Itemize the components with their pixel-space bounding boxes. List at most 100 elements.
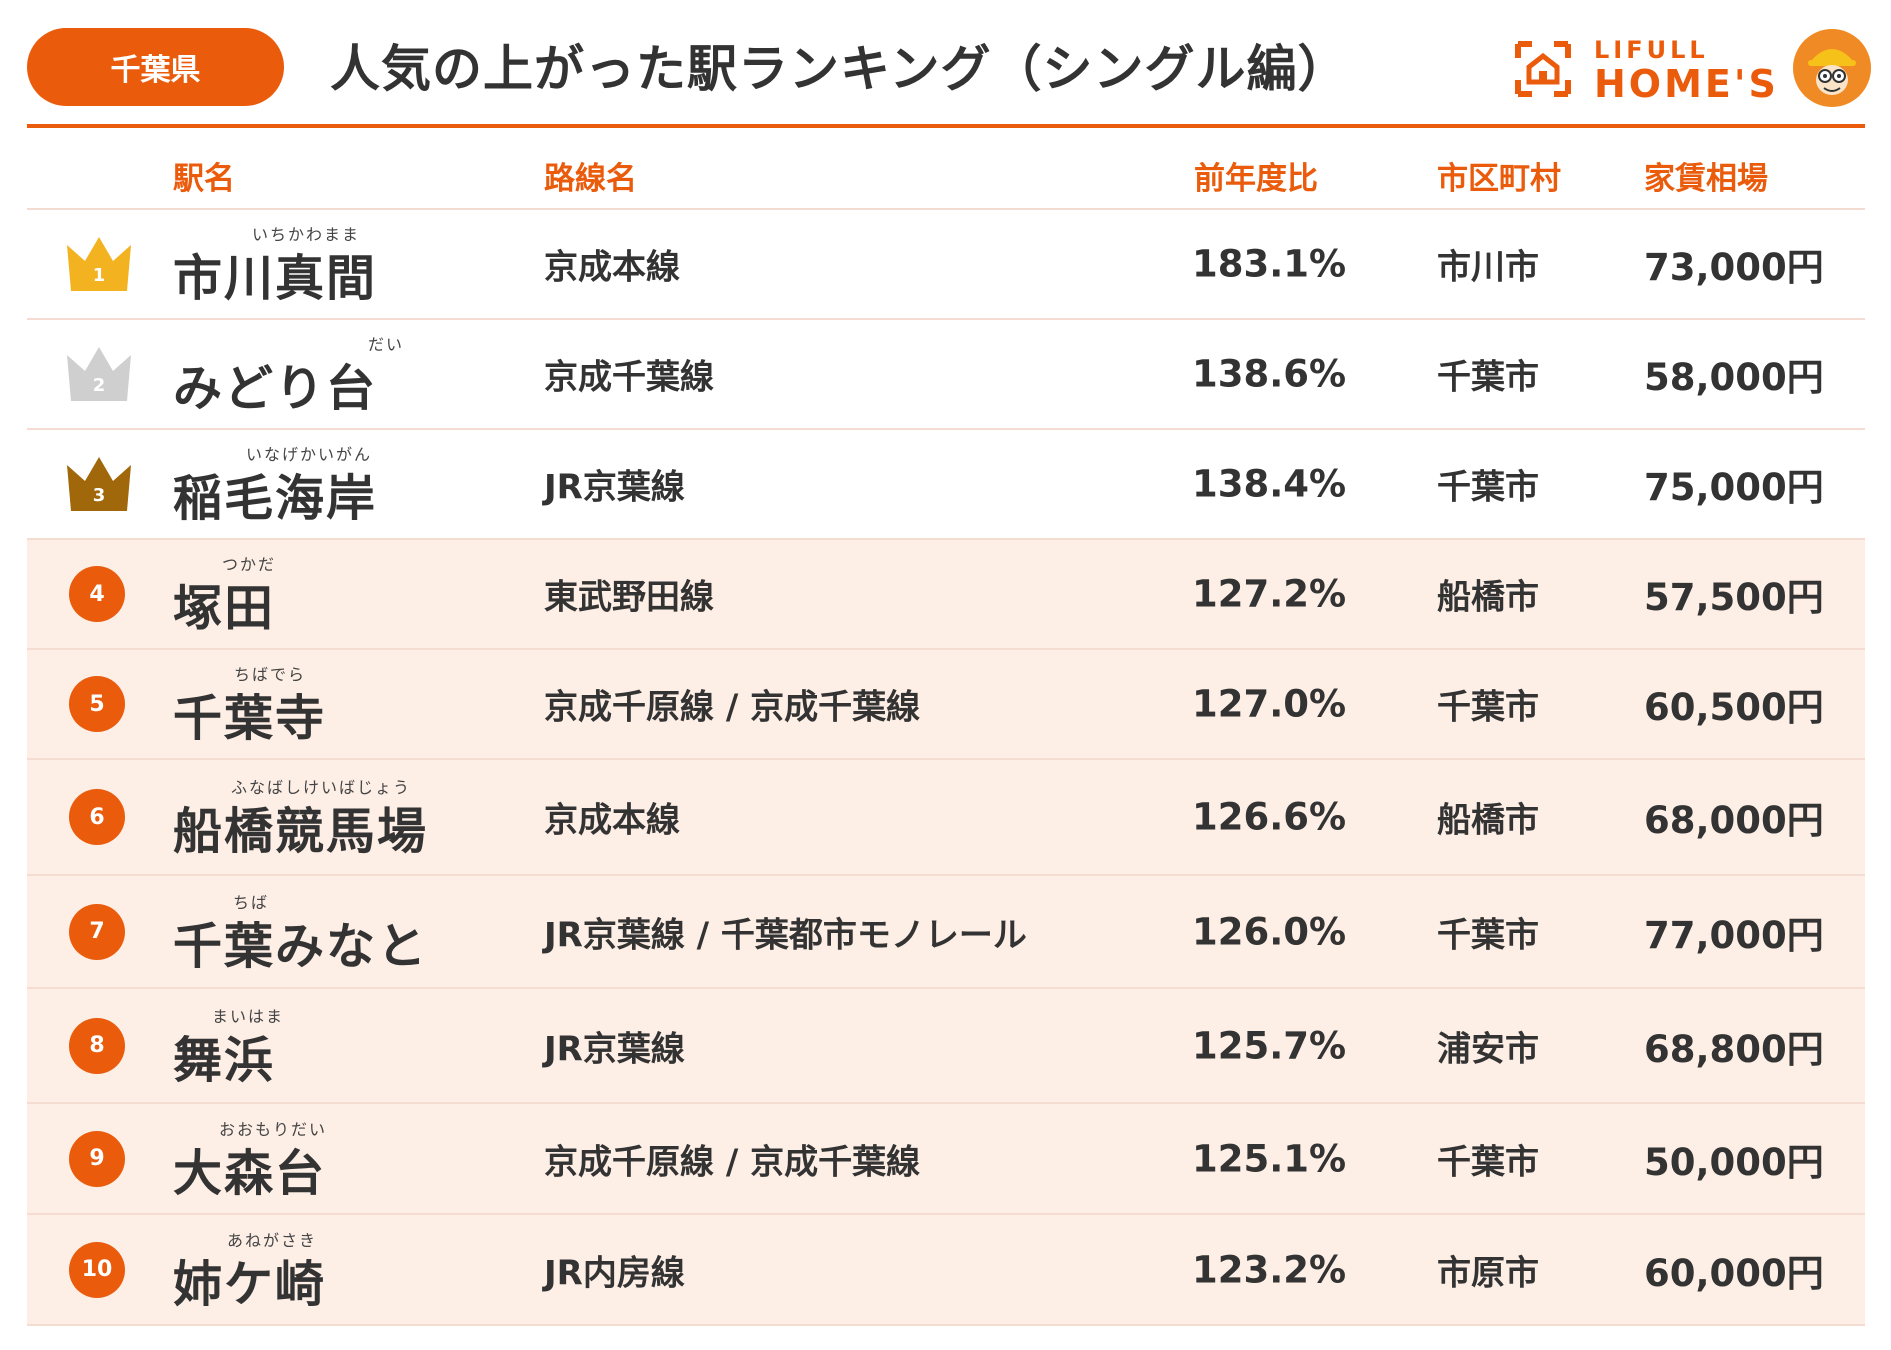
station-name: 千葉寺: [173, 690, 327, 747]
rent-price: 60,500円: [1644, 686, 1824, 729]
city-name: 市川市: [1437, 247, 1539, 288]
logo-wordmark-small: LIFULL: [1594, 36, 1709, 64]
yoy-ratio: 123.2%: [1192, 1248, 1347, 1291]
page-title: 人気の上がった駅ランキング（シングル編）: [330, 40, 1349, 98]
crown-bronze-icon: 3: [67, 457, 131, 511]
yoy-ratio: 126.0%: [1192, 910, 1347, 953]
rank-circle: 8: [69, 1017, 125, 1074]
table-row: 3 いなげかいがん稲毛海岸 JR京葉線 138.4% 千葉市 75,000円: [27, 430, 1865, 540]
ranking-table: 1 いちかわまま 市川真間 京成本線 183.1% 市川市 73,000円 2 だい みどり台 京成…: [27, 210, 1865, 1326]
city-name: 千葉市: [1437, 357, 1539, 398]
station-furigana: ふなばしけいばじょう: [231, 778, 412, 797]
station-name: 稲毛海岸: [173, 470, 378, 527]
rank-circle: 10: [69, 1241, 125, 1298]
station-furigana: おおもりだい: [219, 1119, 328, 1139]
city-name: 船橋市: [1437, 800, 1539, 841]
logo-wordmark: HOME'S: [1594, 62, 1779, 106]
yoy-ratio: 125.7%: [1192, 1024, 1347, 1067]
rent-price: 68,800円: [1644, 1027, 1824, 1071]
yoy-ratio: 138.6%: [1192, 352, 1347, 396]
table-header-divider: [27, 208, 1865, 210]
yoy-ratio: 126.6%: [1192, 795, 1347, 839]
yoy-ratio: 125.1%: [1192, 1137, 1347, 1180]
header-divider: [27, 124, 1865, 128]
station-furigana: あねがさき: [227, 1230, 318, 1250]
rent-price: 75,000円: [1644, 466, 1824, 509]
table-row: 4 つかだ塚田 東武野田線 127.2% 船橋市 57,500円: [27, 540, 1865, 650]
station-furigana: ちばでら: [234, 665, 307, 684]
rank-circle: 5: [69, 676, 125, 732]
yoy-ratio: 127.2%: [1192, 572, 1347, 616]
city-name: 千葉市: [1437, 467, 1539, 508]
station-name: 塚田: [173, 580, 276, 637]
house-icon: [1515, 41, 1571, 97]
line-name: 京成千葉線: [544, 357, 714, 398]
station-name: 千葉みなと: [173, 917, 429, 975]
header-rent: 家賃相場: [1644, 161, 1768, 197]
city-name: 千葉市: [1437, 1142, 1539, 1182]
line-name: JR京葉線 / 千葉都市モノレール: [544, 915, 1027, 955]
city-name: 千葉市: [1437, 915, 1539, 955]
line-name: 京成千原線 / 京成千葉線: [544, 1142, 921, 1182]
rank-circle: 4: [69, 566, 125, 622]
rent-price: 77,000円: [1644, 913, 1824, 957]
rank-circle: 9: [69, 1130, 125, 1187]
crown-silver-icon: 2: [67, 347, 131, 401]
table-row: 10 あねがさき姉ケ崎 JR内房線 123.2% 市原市 60,000円: [27, 1215, 1865, 1326]
city-name: 市原市: [1437, 1253, 1539, 1293]
rent-price: 73,000円: [1644, 246, 1824, 289]
rent-price: 60,000円: [1644, 1251, 1824, 1295]
rent-price: 58,000円: [1644, 356, 1824, 399]
station-furigana: まいはま: [212, 1006, 285, 1026]
table-row: 8 まいはま舞浜 JR京葉線 125.7% 浦安市 68,800円: [27, 989, 1865, 1104]
line-name: JR内房線: [544, 1253, 685, 1293]
table-header: 駅名 路線名 前年度比 市区町村 家賃相場: [27, 150, 1865, 208]
rent-price: 68,000円: [1644, 799, 1824, 842]
table-row: 2 だいみどり台 京成千葉線 138.6% 千葉市 58,000円: [27, 320, 1865, 430]
station-name: 大森台: [173, 1144, 327, 1202]
table-row: 9 おおもりだい大森台 京成千原線 / 京成千葉線 125.1% 千葉市 50,000円: [27, 1104, 1865, 1215]
prefecture-badge: 千葉県: [27, 28, 284, 106]
yoy-ratio: 183.1%: [1192, 242, 1347, 286]
station-furigana: ちば: [233, 892, 270, 912]
station-name: みどり台: [173, 360, 378, 417]
rent-price: 57,500円: [1644, 576, 1824, 619]
station-name: 姉ケ崎: [173, 1255, 327, 1313]
station-furigana: だい: [368, 335, 405, 354]
header-line: 路線名: [544, 161, 637, 197]
header-station: 駅名: [173, 161, 235, 197]
crown-gold-icon: 1: [67, 237, 131, 291]
header-city: 市区町村: [1437, 161, 1561, 197]
rank-number: 3: [93, 485, 106, 506]
rent-price: 50,000円: [1644, 1140, 1824, 1184]
rank-circle: 6: [69, 789, 125, 845]
line-name: 京成千原線 / 京成千葉線: [544, 687, 921, 728]
station-furigana: いなげかいがん: [246, 445, 373, 464]
line-name: JR京葉線: [544, 467, 685, 508]
station-furigana: つかだ: [222, 555, 277, 574]
yoy-ratio: 138.4%: [1192, 462, 1347, 506]
table-row: 7 ちば千葉みなと JR京葉線 / 千葉都市モノレール 126.0% 千葉市 77,000…: [27, 876, 1865, 989]
station-furigana: いちかわまま: [252, 225, 361, 244]
station-name: 舞浜: [173, 1031, 276, 1089]
header: 千葉県 人気の上がった駅ランキング（シングル編） LIFULL HOME'S: [0, 0, 1891, 130]
line-name: 京成本線: [544, 247, 680, 288]
table-row: 6 ふなばしけいばじょう船橋競馬場 京成本線 126.6% 船橋市 68,000円: [27, 760, 1865, 876]
city-name: 浦安市: [1437, 1029, 1539, 1069]
line-name: JR京葉線: [544, 1029, 685, 1069]
header-ratio: 前年度比: [1194, 161, 1318, 197]
table-row: 1 いちかわまま市川真間 京成本線 183.1% 市川市 73,000円: [27, 210, 1865, 320]
rank-circle: 7: [69, 903, 125, 960]
line-name: 東武野田線: [544, 577, 714, 618]
line-name: 京成本線: [544, 800, 680, 841]
rank-number: 2: [93, 375, 106, 396]
station-name: 船橋競馬場: [173, 803, 429, 860]
station-name: 市川真間: [173, 250, 378, 307]
table-row: 5 ちばでら千葉寺 京成千原線 / 京成千葉線 127.0% 千葉市 60,500円: [27, 650, 1865, 760]
city-name: 千葉市: [1437, 687, 1539, 728]
lifull-homes-logo[interactable]: LIFULL HOME'S: [1512, 28, 1882, 112]
yoy-ratio: 127.0%: [1192, 682, 1347, 726]
city-name: 船橋市: [1437, 577, 1539, 618]
rank-number: 1: [93, 265, 106, 286]
mascot-icon: [1793, 29, 1871, 107]
